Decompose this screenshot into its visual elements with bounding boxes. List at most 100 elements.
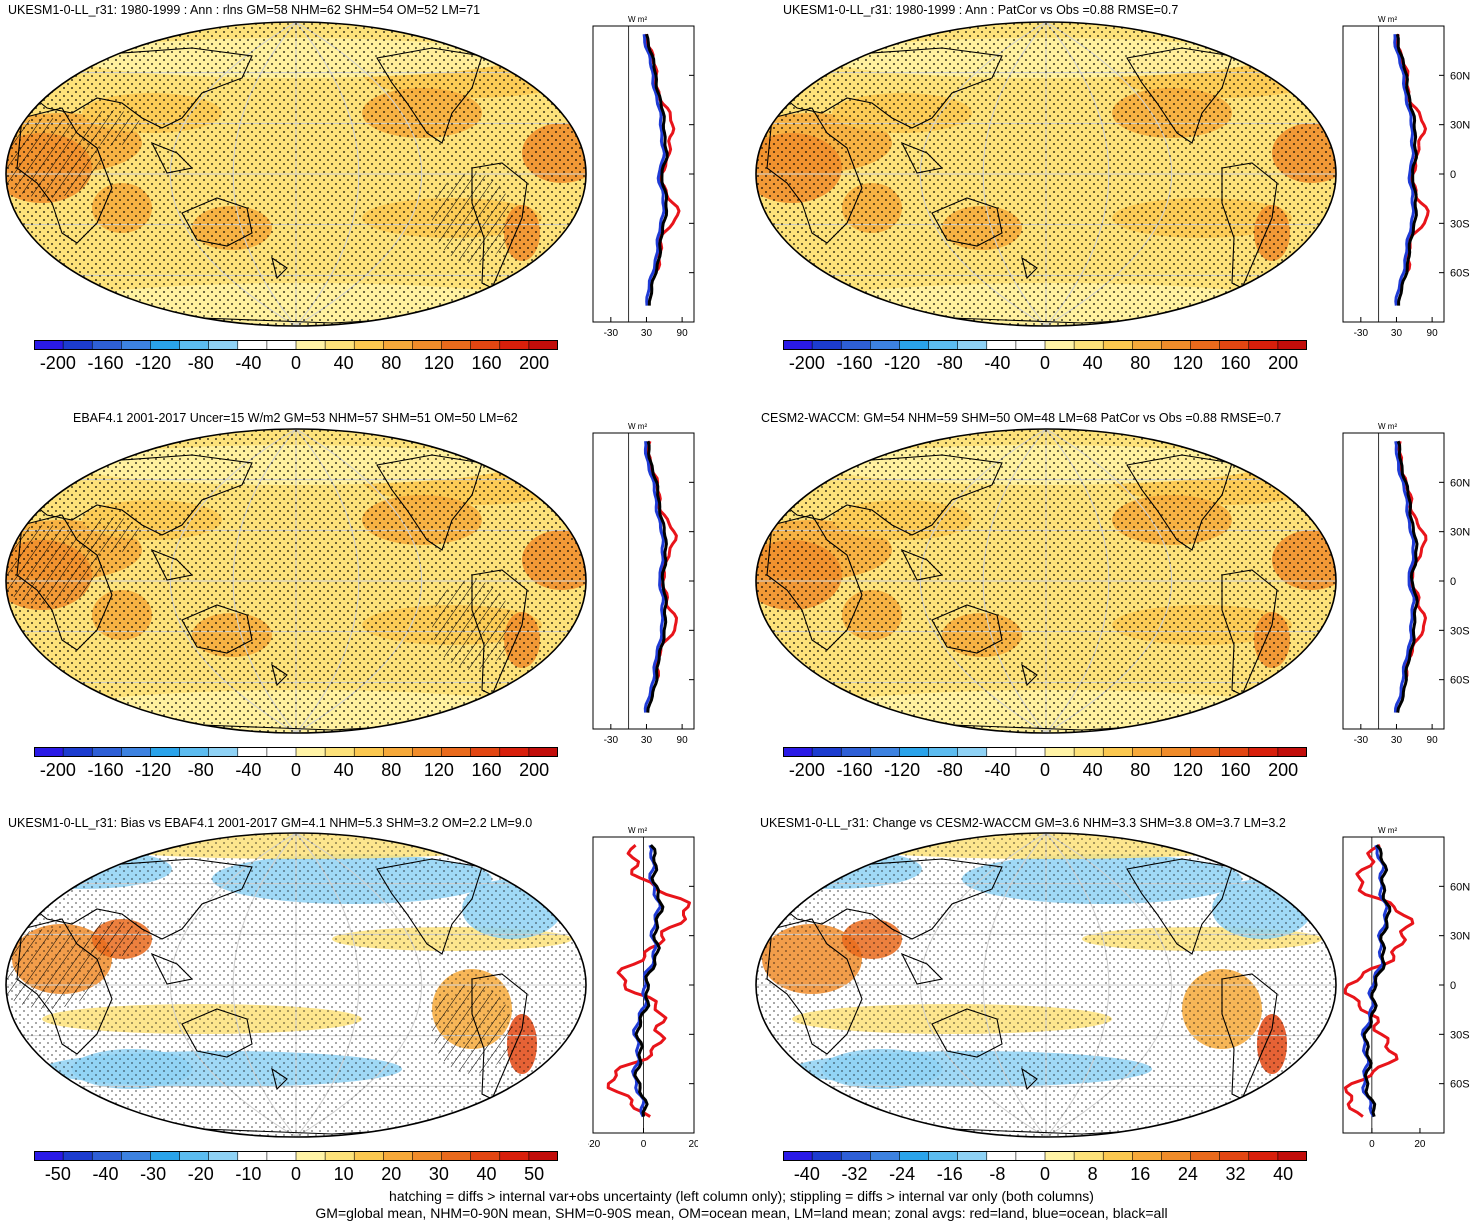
colorbar-swatch	[1073, 747, 1105, 757]
colorbar-swatch	[412, 747, 443, 757]
colorbar-tick-label: -160	[87, 353, 124, 373]
zonal-lat-tick: 60N	[1450, 70, 1470, 82]
colorbar-swatch	[1015, 1151, 1046, 1161]
map-border	[755, 21, 1337, 327]
hatching	[82, 110, 142, 146]
zonal-x-tick: -30	[604, 328, 619, 339]
colorbar-swatch	[1248, 747, 1279, 757]
colorbar-tick-label: -40	[793, 1164, 820, 1184]
zonal-all-line	[1395, 33, 1418, 306]
zonal-x-tick: -30	[604, 735, 619, 746]
zonal-lat-tick: 60S	[1450, 268, 1470, 280]
zonal-x-tick: 20	[688, 1139, 698, 1150]
stippling	[756, 22, 1336, 326]
hatching	[82, 921, 142, 957]
colorbar-tick-label: 200	[519, 353, 550, 373]
zonal-unit-label: W m²	[1378, 15, 1397, 24]
colorbar-tick-label: -120	[884, 760, 921, 780]
colorbar-swatch	[528, 1151, 558, 1161]
colorbar-swatch	[840, 340, 872, 350]
zonal-all-line	[1362, 844, 1392, 1118]
zonal-ocean-line	[643, 441, 665, 713]
zonal-x-tick: 30	[1391, 735, 1403, 746]
map-border	[755, 428, 1337, 734]
zonal-x-tick: 30	[641, 735, 653, 746]
colorbar-swatch	[208, 340, 239, 350]
colorbar-tick-label: 32	[1225, 1164, 1246, 1184]
colorbar-swatch	[441, 340, 472, 350]
colorbar-swatch	[870, 747, 901, 757]
panel-6-title: UKESM1-0-LL_r31: Change vs CESM2-WACCM G…	[760, 816, 1286, 830]
footer-line-2: GM=global mean, NHM=0-90N mean, SHM=0-90…	[315, 1205, 1168, 1221]
colorbar-swatch	[1277, 340, 1307, 350]
panel-5-colorbar-ticks: -50 -40 -30 -20 -10 0 10 20 30 40 50	[34, 1164, 558, 1188]
panel-2-colorbar-ticks: -200 -160 -120 -80 -40 0 40 80 120 160 200	[783, 353, 1307, 377]
panel-1-title: UKESM1-0-LL_r31: 1980-1999 : Ann : rlns …	[8, 3, 481, 17]
map-border	[755, 832, 1337, 1138]
colorbar-tick-label: 160	[471, 760, 502, 780]
zonal-lat-tick: 30S	[1450, 625, 1470, 637]
panel-3-colorbar	[34, 747, 558, 757]
colorbar-swatch	[470, 1151, 501, 1161]
colorbar-tick-label: -200	[39, 760, 76, 780]
zonal-all-line	[645, 33, 669, 306]
colorbar-swatch	[928, 747, 959, 757]
colorbar-tick-label: 10	[333, 1164, 354, 1184]
colorbar-tick-label: -120	[135, 353, 172, 373]
colorbar-swatch	[150, 747, 181, 757]
zonal-unit-label: W m²	[1378, 826, 1397, 835]
colorbar-swatch	[353, 747, 385, 757]
colorbar-swatch	[62, 747, 94, 757]
colorbar-swatch	[353, 1151, 385, 1161]
zonal-lat-tick: 30N	[1450, 527, 1470, 539]
colorbar-swatch	[499, 747, 530, 757]
colorbar-swatch	[295, 747, 326, 757]
colorbar-tick-label: -160	[87, 760, 124, 780]
colorbar-swatch	[1277, 1151, 1307, 1161]
zonal-x-tick: 30	[641, 328, 653, 339]
colorbar-tick-label: -50	[44, 1164, 71, 1184]
zonal-frame	[592, 25, 695, 323]
zonal-lat-tick: 0	[1450, 576, 1456, 588]
colorbar-swatch	[1248, 340, 1279, 350]
stippling	[6, 429, 586, 733]
colorbar-swatch	[295, 1151, 326, 1161]
colorbar-swatch	[91, 340, 123, 350]
colorbar-swatch	[208, 747, 239, 757]
zonal-lat-tick: 0	[1450, 169, 1456, 181]
zonal-x-tick: -30	[1354, 328, 1369, 339]
map-border	[5, 832, 587, 1138]
colorbar-tick-label: 8	[1087, 1164, 1098, 1184]
panel-4-map	[755, 428, 1337, 734]
colorbar-swatch	[295, 340, 326, 350]
panel-6-zonal-plot: W m² 60N 30N 0 30S 60S 0 20	[1342, 826, 1470, 1150]
panel-2-colorbar	[783, 340, 1307, 350]
zonal-lat-tick: 60N	[1450, 881, 1470, 893]
colorbar-swatch	[928, 340, 959, 350]
colorbar-swatch	[237, 747, 268, 757]
colorbar-swatch	[34, 1151, 64, 1161]
colorbar-swatch	[1161, 1151, 1192, 1161]
colorbar-tick-label: 0	[290, 1164, 301, 1184]
zonal-lat-tick: 30N	[1450, 120, 1470, 132]
colorbar-swatch	[1190, 340, 1221, 350]
colorbar-swatch	[986, 747, 1017, 757]
colorbar-tick-label: 160	[471, 353, 502, 373]
colorbar-swatch	[1015, 747, 1046, 757]
zonal-lat-tick: 60S	[1450, 675, 1470, 687]
colorbar-swatch	[353, 340, 385, 350]
colorbar-tick-label: 160	[1220, 760, 1251, 780]
colorbar-swatch	[899, 747, 930, 757]
panel-2-title: UKESM1-0-LL_r31: 1980-1999 : Ann : PatCo…	[783, 3, 1179, 17]
colorbar-swatch	[179, 747, 210, 757]
colorbar-tick-label: 40	[1082, 353, 1103, 373]
colorbar-tick-label: 80	[381, 353, 402, 373]
colorbar-tick-label: 50	[524, 1164, 545, 1184]
stippling	[756, 429, 1336, 733]
colorbar-swatch	[412, 340, 443, 350]
colorbar-tick-label: -30	[140, 1164, 167, 1184]
map-border	[5, 21, 587, 327]
zonal-lat-tick: 60S	[1450, 1079, 1470, 1091]
colorbar-tick-label: 80	[381, 760, 402, 780]
